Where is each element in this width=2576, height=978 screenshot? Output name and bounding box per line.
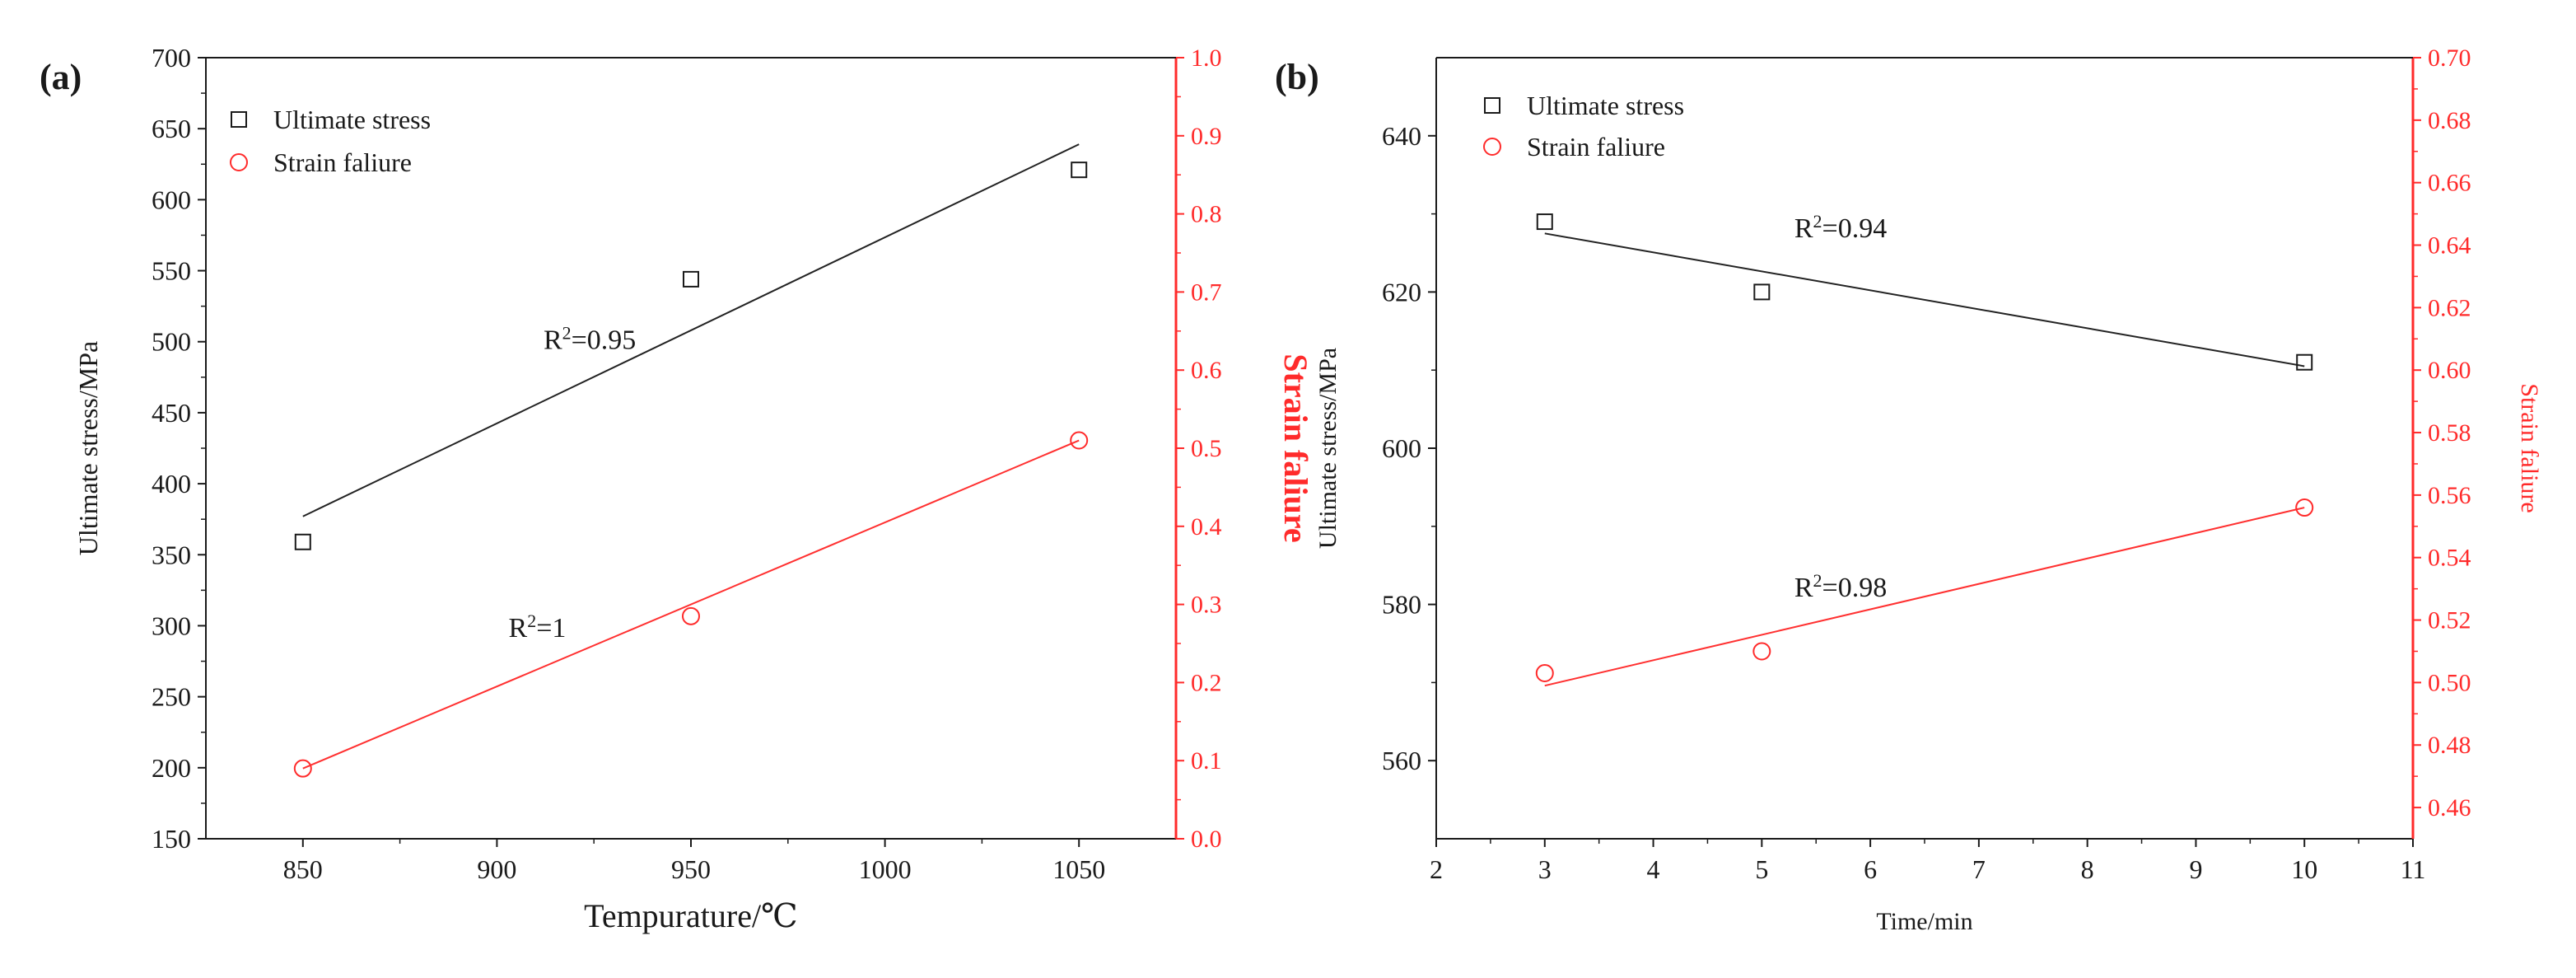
x-axis-title: Tempurature/℃ bbox=[584, 897, 798, 934]
y2-tick-label: 0.4 bbox=[1191, 513, 1222, 540]
y-tick-label: 550 bbox=[152, 256, 191, 286]
x-tick-label: 5 bbox=[1755, 854, 1768, 884]
y-tick-label: 350 bbox=[152, 540, 191, 569]
x-tick-label: 1000 bbox=[859, 854, 912, 884]
x-axis-title: Time/min bbox=[1876, 908, 1972, 935]
legend: Ultimate stress Strain faliure bbox=[230, 105, 431, 177]
y-tick-label: 650 bbox=[152, 114, 191, 143]
fit-line-circle bbox=[1544, 507, 2305, 687]
y-tick-label: 500 bbox=[152, 327, 191, 357]
y-tick-label: 150 bbox=[152, 824, 191, 854]
y2-tick-label: 0.62 bbox=[2428, 294, 2471, 321]
legend-marker-circle bbox=[230, 153, 248, 171]
x-tick-label: 6 bbox=[1864, 854, 1877, 884]
y-tick-label: 200 bbox=[152, 753, 191, 783]
y-tick-label: 640 bbox=[1382, 121, 1421, 151]
r-squared-annotation: R2=0.94 bbox=[1794, 211, 1887, 245]
y2-tick-label: 0.60 bbox=[2428, 357, 2471, 384]
data-point-square bbox=[294, 533, 311, 550]
x-tick-label: 2 bbox=[1430, 854, 1443, 884]
y2-tick-label: 0.2 bbox=[1191, 669, 1222, 696]
y2-tick-label: 0.70 bbox=[2428, 44, 2471, 72]
data-point-square bbox=[1536, 213, 1553, 231]
x-tick-label: 11 bbox=[2401, 854, 2426, 884]
y2-tick-label: 0.6 bbox=[1191, 357, 1222, 384]
data-point-square bbox=[1753, 283, 1771, 301]
fit-line-circle bbox=[302, 439, 1080, 770]
y2-tick-label: 0.50 bbox=[2428, 669, 2471, 696]
y-tick-label: 560 bbox=[1382, 746, 1421, 775]
y-tick-label: 580 bbox=[1382, 590, 1421, 620]
y-tick-label: 300 bbox=[152, 611, 191, 640]
y-tick-label: 400 bbox=[152, 469, 191, 498]
legend-label: Ultimate stress bbox=[1527, 91, 1684, 120]
x-tick-label: 1050 bbox=[1052, 854, 1105, 884]
y2-tick-label: 0.9 bbox=[1191, 123, 1222, 150]
y-tick-label: 450 bbox=[152, 398, 191, 428]
x-tick-label: 8 bbox=[2081, 854, 2094, 884]
y2-tick-label: 0.64 bbox=[2428, 232, 2471, 260]
x-tick-label: 7 bbox=[1972, 854, 1986, 884]
y2-tick-label: 0.56 bbox=[2428, 482, 2471, 509]
r-squared-annotation: R2=0.95 bbox=[544, 322, 636, 356]
y2-tick-label: 0.46 bbox=[2428, 794, 2471, 821]
legend-label: Strain faliure bbox=[1527, 132, 1665, 161]
y2-axis-title: Strain faliure bbox=[2516, 383, 2543, 512]
x-tick-label: 4 bbox=[1647, 854, 1660, 884]
y-tick-label: 700 bbox=[152, 43, 191, 73]
y2-tick-label: 0.0 bbox=[1191, 826, 1222, 853]
y2-axis-title: Strain faliure bbox=[1277, 353, 1314, 542]
y2-tick-label: 0.66 bbox=[2428, 170, 2471, 197]
y2-tick-label: 1.0 bbox=[1191, 44, 1222, 72]
panel-b: (b) 560 580 600 620 640 0.46 0.48 0.50 0.52 0.54 0.… bbox=[1275, 44, 2543, 935]
y2-tick-label: 0.3 bbox=[1191, 592, 1222, 619]
data-point-circle bbox=[1070, 431, 1089, 450]
y2-tick-label: 0.8 bbox=[1191, 201, 1222, 228]
fit-line-square bbox=[302, 143, 1080, 517]
r-squared-annotation: R2=1 bbox=[509, 611, 567, 644]
data-point-circle bbox=[1752, 642, 1771, 661]
panel-label: (b) bbox=[1275, 57, 1319, 97]
data-point-square bbox=[2296, 353, 2313, 371]
legend-label: Ultimate stress bbox=[273, 105, 431, 134]
y2-tick-label: 0.1 bbox=[1191, 747, 1222, 774]
data-point-circle bbox=[293, 759, 312, 778]
data-point-circle bbox=[2295, 498, 2314, 517]
y-tick-label: 250 bbox=[152, 682, 191, 712]
y2-tick-label: 0.7 bbox=[1191, 278, 1222, 306]
fit-line-square bbox=[1544, 232, 2305, 367]
y2-tick-label: 0.5 bbox=[1191, 435, 1222, 462]
panel-label: (a) bbox=[40, 57, 82, 97]
panel-a: (a) 150 200 250 300 350 400 450 500 550 600 650 700 0… bbox=[40, 43, 1314, 934]
legend-label: Strain faliure bbox=[273, 147, 412, 177]
legend: Ultimate stress Strain faliure bbox=[1483, 91, 1684, 161]
r-squared-annotation: R2=0.98 bbox=[1794, 570, 1887, 604]
y-axis-title: Ultimate stress/MPa bbox=[1314, 348, 1342, 549]
x-tick-label: 9 bbox=[2189, 854, 2202, 884]
y-tick-label: 600 bbox=[1382, 433, 1421, 463]
y-tick-label: 620 bbox=[1382, 277, 1421, 307]
x-tick-label: 10 bbox=[2291, 854, 2317, 884]
y-axis-title: Ultimate stress/MPa bbox=[73, 341, 103, 555]
data-point-circle bbox=[682, 606, 700, 625]
legend-marker-circle bbox=[1483, 138, 1501, 156]
x-tick-label: 850 bbox=[283, 854, 323, 884]
x-tick-label: 900 bbox=[477, 854, 516, 884]
data-point-square bbox=[683, 270, 699, 288]
data-point-circle bbox=[1535, 664, 1554, 683]
y2-tick-label: 0.52 bbox=[2428, 607, 2471, 634]
x-tick-label: 3 bbox=[1538, 854, 1552, 884]
y2-tick-label: 0.54 bbox=[2428, 545, 2471, 572]
y2-tick-label: 0.48 bbox=[2428, 732, 2471, 759]
y2-tick-label: 0.58 bbox=[2428, 419, 2471, 447]
y2-tick-label: 0.68 bbox=[2428, 107, 2471, 134]
legend-marker-square bbox=[1484, 97, 1500, 114]
x-tick-label: 950 bbox=[671, 854, 711, 884]
legend-marker-square bbox=[231, 111, 247, 128]
data-point-square bbox=[1071, 161, 1088, 179]
y-tick-label: 600 bbox=[152, 185, 191, 214]
